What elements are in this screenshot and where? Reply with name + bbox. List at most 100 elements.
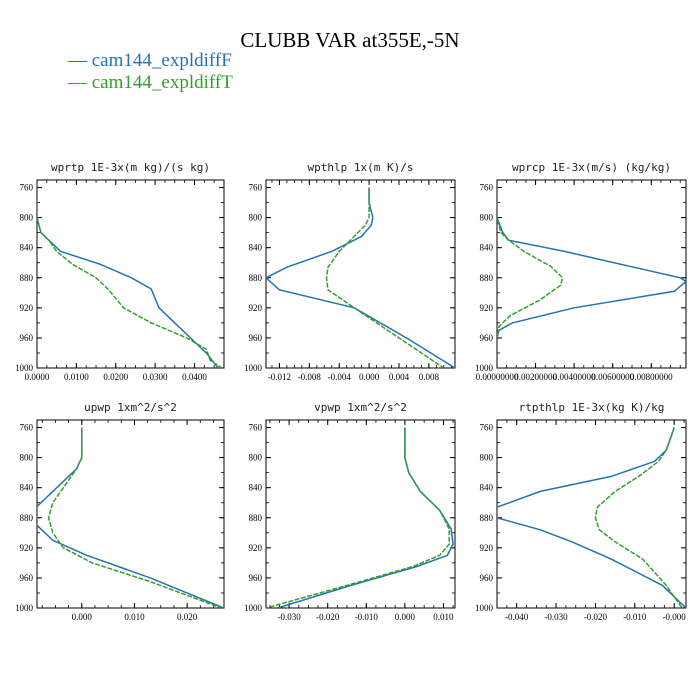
panel-5: vpwp 1xm^2/s^2 760 800 840 880 920 960 1000 -0.0… (244, 401, 456, 622)
x-tick-label: 0.00400000 (553, 372, 596, 382)
y-tick-label: 800 (249, 213, 263, 223)
series-line-2 (325, 187, 445, 368)
y-tick-label: 840 (20, 483, 34, 493)
y-tick-label: 1000 (475, 603, 494, 613)
x-tick-label: 0.0100 (64, 372, 89, 382)
x-tick-label: -0.010 (623, 612, 647, 622)
series-line-1 (497, 187, 686, 339)
plot-frame (265, 419, 456, 609)
x-tick-label: 0.000 (72, 612, 93, 622)
y-tick-label: 920 (480, 543, 494, 553)
series-line-2 (497, 187, 564, 339)
panel-6: rtpthlp 1E-3x(kg K)/kg 760 800 840 880 920 960… (475, 401, 687, 622)
y-tick-label: 880 (480, 513, 494, 523)
y-tick-label: 800 (480, 453, 494, 463)
series-line-1 (37, 187, 219, 368)
y-tick-label: 760 (20, 423, 34, 433)
x-tick-label: 0.00800000 (630, 372, 673, 382)
y-tick-label: 1000 (15, 363, 34, 373)
legend-entry-series-2: — cam144_expldiffT (68, 72, 233, 93)
x-tick-label: 0.0400 (182, 372, 207, 382)
y-tick-label: 920 (249, 303, 263, 313)
x-tick-label: 0.000 (395, 612, 416, 622)
y-tick-label: 840 (480, 243, 494, 253)
series-line-2 (266, 427, 450, 608)
y-tick-label: 1000 (244, 603, 263, 613)
x-tick-label: 0.0300 (143, 372, 168, 382)
y-tick-label: 960 (480, 573, 494, 583)
y-tick-label: 800 (249, 453, 263, 463)
y-tick-label: 1000 (475, 363, 494, 373)
y-tick-label: 800 (20, 213, 34, 223)
panel-title: vpwp 1xm^2/s^2 (314, 401, 407, 414)
series-line-2 (47, 427, 222, 608)
x-tick-label: 0.00000000 (476, 372, 519, 382)
series-line-2 (594, 427, 683, 608)
x-tick-label: -0.010 (355, 612, 379, 622)
y-tick-label: 760 (249, 183, 263, 193)
y-tick-label: 760 (249, 423, 263, 433)
y-tick-label: 840 (249, 483, 263, 493)
x-tick-label: -0.030 (544, 612, 568, 622)
series-line-1 (277, 427, 454, 608)
plot-frame (496, 419, 687, 609)
x-tick-label: -0.004 (328, 372, 352, 382)
figure-title: CLUBB VAR at355E,-5N (240, 28, 460, 52)
y-tick-label: 880 (480, 273, 494, 283)
y-tick-label: 880 (20, 513, 34, 523)
y-tick-label: 760 (20, 183, 34, 193)
y-tick-label: 960 (249, 573, 263, 583)
y-tick-label: 880 (20, 273, 34, 283)
y-tick-label: 920 (20, 543, 34, 553)
series-line-2 (37, 187, 223, 368)
y-tick-label: 880 (249, 513, 263, 523)
x-tick-label: -0.008 (298, 372, 322, 382)
x-tick-label: -0.000 (663, 612, 687, 622)
plot-frame (36, 179, 225, 369)
x-tick-label: 0.000 (359, 372, 380, 382)
x-tick-label: -0.012 (268, 372, 291, 382)
y-tick-label: 1000 (244, 363, 263, 373)
x-tick-label: 0.0000 (25, 372, 50, 382)
x-tick-label: 0.010 (433, 612, 454, 622)
y-tick-label: 760 (480, 423, 494, 433)
y-tick-label: 960 (480, 333, 494, 343)
panel-3: wprcp 1E-3x(m/s) (kg/kg) 760 800 840 880 920 9… (475, 161, 687, 382)
y-tick-label: 960 (249, 333, 263, 343)
plot-frame (265, 179, 456, 369)
panel-title: wpthlp 1x(m K)/s (308, 161, 414, 174)
y-tick-label: 840 (480, 483, 494, 493)
y-tick-label: 920 (480, 303, 494, 313)
panel-2: wpthlp 1x(m K)/s 760 800 840 880 920 960 1000 -0… (244, 161, 456, 382)
y-tick-label: 960 (20, 573, 34, 583)
x-tick-label: 0.0200 (103, 372, 128, 382)
x-tick-label: 0.008 (419, 372, 440, 382)
panel-title: upwp 1xm^2/s^2 (84, 401, 177, 414)
panel-1: wprtp 1E-3x(m kg)/(s kg) 760 800 840 880 920 9… (15, 161, 225, 382)
y-tick-label: 800 (20, 453, 34, 463)
y-tick-label: 1000 (15, 603, 34, 613)
y-tick-label: 880 (249, 273, 263, 283)
x-tick-label: -0.020 (584, 612, 608, 622)
series-line-1 (266, 187, 455, 368)
x-tick-label: -0.030 (278, 612, 302, 622)
x-tick-label: 0.00600000 (591, 372, 634, 382)
y-tick-label: 920 (249, 543, 263, 553)
y-tick-label: 760 (480, 183, 494, 193)
panel-4: upwp 1xm^2/s^2 760 800 840 880 920 960 1000 0.00… (15, 401, 225, 622)
y-tick-label: 840 (249, 243, 263, 253)
x-tick-label: 0.004 (389, 372, 410, 382)
y-tick-label: 840 (20, 243, 34, 253)
y-tick-label: 920 (20, 303, 34, 313)
panel-title: wprtp 1E-3x(m kg)/(s kg) (51, 161, 210, 174)
legend-entry-series-1: — cam144_expldiffF (68, 50, 232, 71)
y-tick-label: 800 (480, 213, 494, 223)
x-tick-label: 0.020 (177, 612, 198, 622)
panel-title: wprcp 1E-3x(m/s) (kg/kg) (512, 161, 671, 174)
series-line-1 (497, 427, 686, 608)
x-tick-label: -0.040 (505, 612, 529, 622)
panel-title: rtpthlp 1E-3x(kg K)/kg (519, 401, 665, 414)
x-tick-label: -0.020 (316, 612, 340, 622)
series-line-1 (37, 427, 224, 608)
